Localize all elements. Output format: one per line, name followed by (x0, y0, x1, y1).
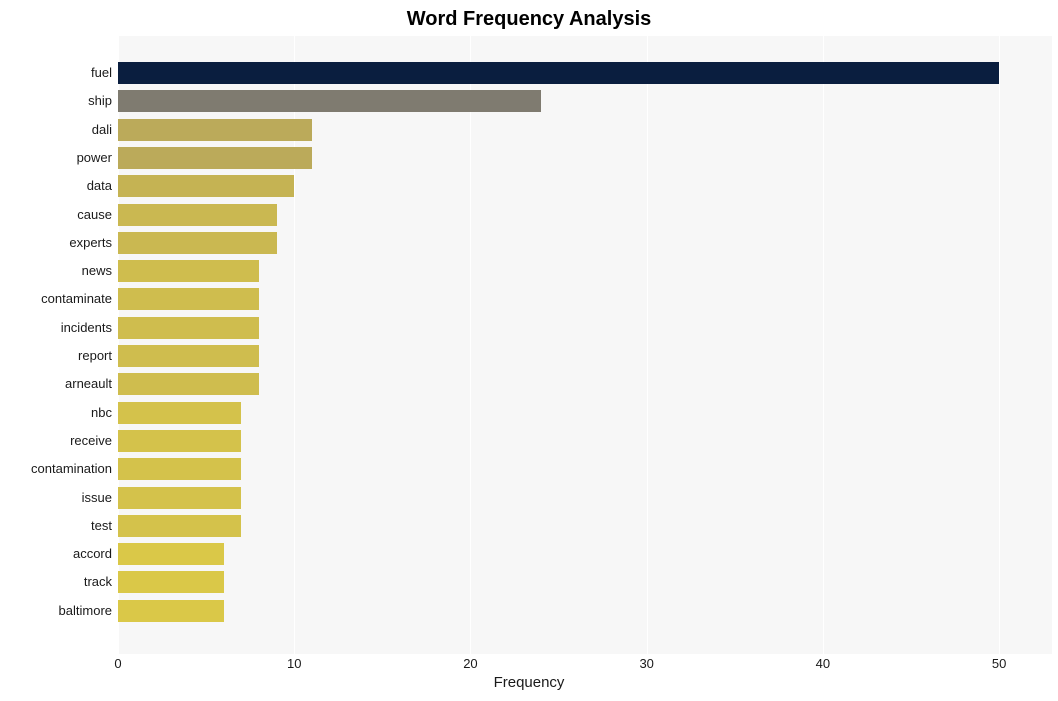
gridline (999, 36, 1000, 654)
plot-area (118, 36, 1052, 654)
bar (118, 571, 224, 593)
bar (118, 175, 294, 197)
xtick-label: 10 (287, 656, 301, 671)
ytick-label: nbc (2, 402, 112, 424)
xtick-label: 20 (463, 656, 477, 671)
bar (118, 458, 241, 480)
xtick-label: 50 (992, 656, 1006, 671)
bar (118, 402, 241, 424)
bar (118, 515, 241, 537)
ytick-label: track (2, 571, 112, 593)
ytick-label: fuel (2, 62, 112, 84)
word-frequency-chart: Word Frequency Analysis Frequency 0 10 20 3… (0, 0, 1058, 701)
xaxis-label: Frequency (0, 674, 1058, 691)
bar (118, 260, 259, 282)
bar (118, 90, 541, 112)
bar (118, 543, 224, 565)
ytick-label: report (2, 345, 112, 367)
xtick-label: 30 (639, 656, 653, 671)
ytick-label: arneault (2, 373, 112, 395)
bar (118, 345, 259, 367)
ytick-label: data (2, 175, 112, 197)
ytick-label: baltimore (2, 600, 112, 622)
ytick-label: dali (2, 119, 112, 141)
bar (118, 317, 259, 339)
bar (118, 204, 277, 226)
ytick-label: cause (2, 204, 112, 226)
ytick-label: accord (2, 543, 112, 565)
gridline (823, 36, 824, 654)
ytick-label: contaminate (2, 288, 112, 310)
gridline (647, 36, 648, 654)
bar (118, 487, 241, 509)
chart-title: Word Frequency Analysis (0, 8, 1058, 31)
ytick-label: receive (2, 430, 112, 452)
ytick-label: incidents (2, 317, 112, 339)
bar (118, 232, 277, 254)
ytick-label: ship (2, 90, 112, 112)
bar (118, 373, 259, 395)
ytick-label: news (2, 260, 112, 282)
ytick-label: test (2, 515, 112, 537)
bar (118, 147, 312, 169)
xtick-label: 0 (114, 656, 121, 671)
ytick-label: power (2, 147, 112, 169)
bar (118, 119, 312, 141)
ytick-label: experts (2, 232, 112, 254)
ytick-label: contamination (2, 458, 112, 480)
gridline (470, 36, 471, 654)
bar (118, 62, 999, 84)
bar (118, 430, 241, 452)
bar (118, 288, 259, 310)
ytick-label: issue (2, 487, 112, 509)
xtick-label: 40 (816, 656, 830, 671)
bar (118, 600, 224, 622)
